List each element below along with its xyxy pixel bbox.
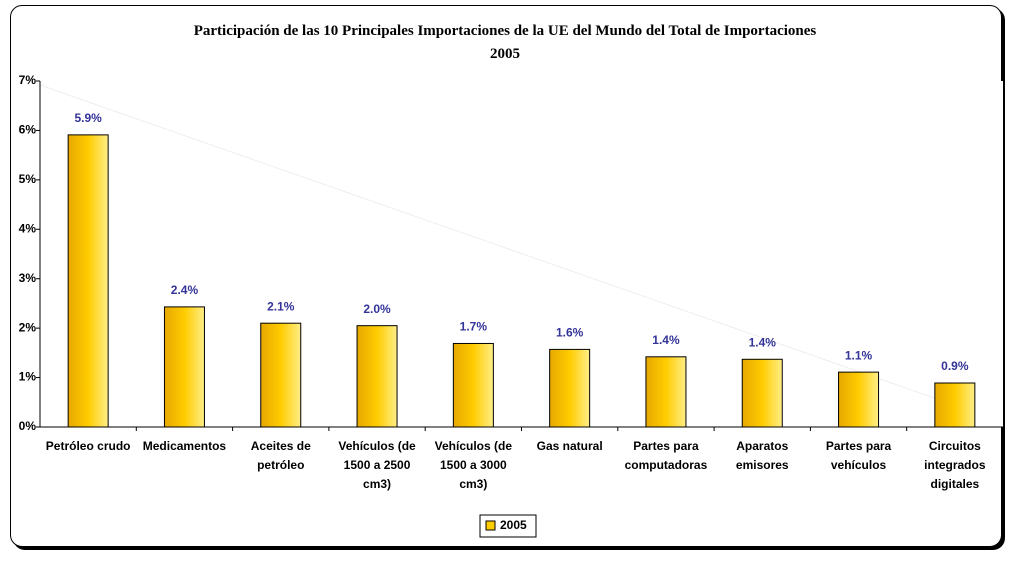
x-tick-label: Partes para computadoras <box>624 439 708 472</box>
data-label: 1.7% <box>460 320 488 334</box>
data-label: 1.4% <box>652 333 680 347</box>
data-label: 0.9% <box>941 359 969 373</box>
bar <box>67 134 109 428</box>
x-tick-label: Gas natural <box>536 439 603 453</box>
data-label: 2.4% <box>171 283 199 297</box>
bar <box>549 348 591 428</box>
data-label: 1.4% <box>749 335 777 349</box>
bar <box>741 358 783 428</box>
chart-subtitle: 2005 <box>490 46 520 62</box>
x-tick-label: Aceites de petróleo <box>250 439 311 472</box>
y-tick-label: 6% <box>19 123 37 137</box>
trend-line <box>39 84 941 401</box>
bar <box>260 322 302 428</box>
bar <box>838 371 880 428</box>
y-tick-label: 2% <box>19 320 37 334</box>
y-tick-label: 0% <box>19 419 37 433</box>
data-label: 2.0% <box>363 302 391 316</box>
x-tick-label: Medicamentos <box>142 439 227 453</box>
x-tick-label: Circuitos integrados digitales <box>924 439 986 491</box>
x-tick-label: Aparatos emisores <box>735 439 789 472</box>
data-label: 2.1% <box>267 299 295 313</box>
y-tick-label: 7% <box>19 73 37 87</box>
bar <box>452 342 494 428</box>
x-tick-label: Petróleo crudo <box>45 439 131 453</box>
bar <box>645 356 687 428</box>
y-tick-label: 5% <box>19 172 37 186</box>
data-label: 1.6% <box>556 326 584 340</box>
y-tick-label: 1% <box>19 370 37 384</box>
bar <box>934 382 976 428</box>
chart-title: Participación de las 10 Principales Impo… <box>193 23 817 39</box>
data-label: 5.9% <box>74 111 102 125</box>
data-label: 1.1% <box>845 348 873 362</box>
chart-title-block: Participación de las 10 Principales Impo… <box>10 20 1000 66</box>
x-tick-label: Vehículos (de 1500 a 2500 cm3) <box>338 439 416 491</box>
x-tick-label: Vehículos (de 1500 a 3000 cm3) <box>434 439 513 491</box>
y-tick-label: 4% <box>19 221 37 235</box>
legend-label: 2005 <box>500 518 527 532</box>
bar <box>163 306 205 428</box>
x-tick-label: Partes para vehículos <box>825 439 892 472</box>
y-tick-label: 3% <box>19 271 37 285</box>
legend-swatch <box>485 520 496 531</box>
bar <box>356 325 398 428</box>
